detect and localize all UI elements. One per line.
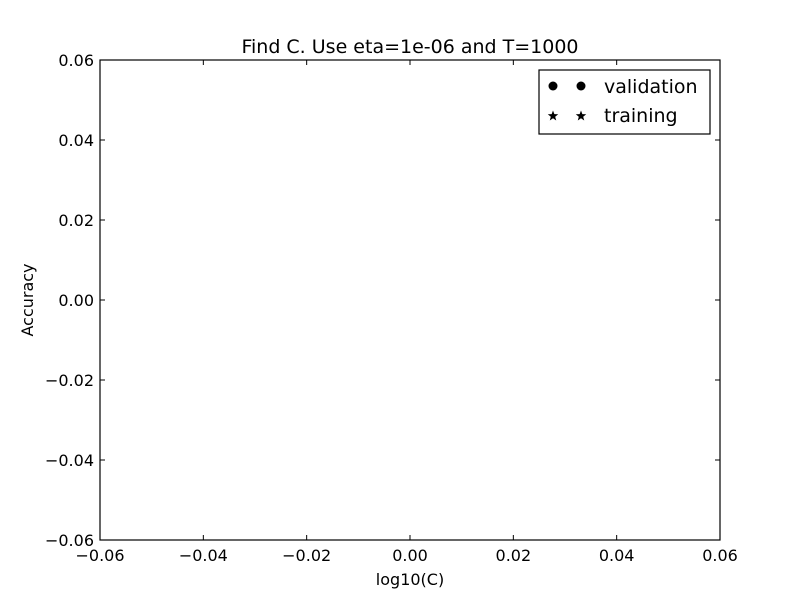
legend-validation-marker-1 [548, 81, 558, 91]
x-tick-label: 0.06 [702, 546, 738, 565]
legend: validation training [538, 69, 711, 135]
legend-training-marker-1 [547, 110, 559, 121]
plot-area [99, 59, 721, 541]
x-tick-label: −0.04 [179, 546, 228, 565]
y-tick-label: 0.00 [58, 291, 94, 310]
legend-item-training: training [547, 105, 678, 127]
legend-item-validation: validation [548, 76, 698, 98]
y-tick-label: −0.04 [45, 451, 94, 470]
x-axis-label: log10(C) [376, 570, 444, 589]
legend-validation-marker-2 [576, 81, 586, 91]
y-tick-label: 0.06 [58, 51, 94, 70]
chart-title: Find C. Use eta=1e-06 and T=1000 [241, 36, 578, 58]
y-axis-label: Accuracy [18, 263, 37, 336]
y-tick-label: −0.06 [45, 531, 94, 550]
legend-training-marker-2 [575, 110, 587, 121]
y-tick-label: 0.02 [58, 211, 94, 230]
x-tick-label: 0.00 [392, 546, 428, 565]
x-tick-label: −0.06 [75, 546, 124, 565]
x-axis: −0.06 −0.04 −0.02 0.00 0.02 0.04 0.06 [75, 60, 738, 565]
y-tick-label: 0.04 [58, 131, 94, 150]
y-axis: −0.06 −0.04 −0.02 0.00 0.02 0.04 0.06 [45, 51, 720, 550]
x-tick-label: −0.02 [282, 546, 331, 565]
legend-validation-label: validation [604, 76, 698, 98]
x-tick-label: 0.02 [496, 546, 532, 565]
legend-training-label: training [604, 105, 678, 127]
x-tick-label: 0.04 [599, 546, 635, 565]
legend-box [538, 69, 711, 135]
y-tick-label: −0.02 [45, 371, 94, 390]
